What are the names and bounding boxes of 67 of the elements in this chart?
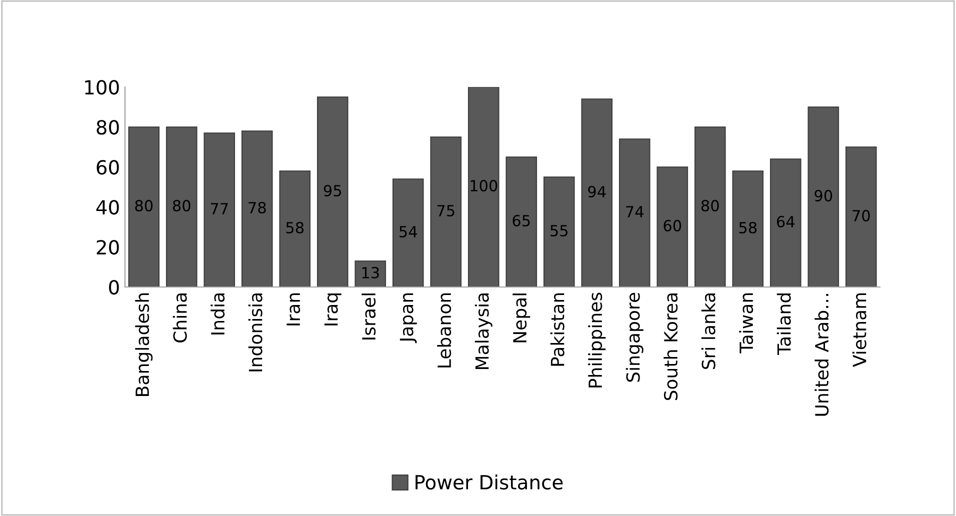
data-label: 75: [437, 205, 454, 216]
x-tick-label: South Korea: [664, 294, 678, 400]
bar: [732, 170, 764, 287]
bar: [845, 146, 877, 287]
x-tick-label: Philippines: [588, 292, 606, 388]
x-tick-label: Malaysia: [474, 294, 492, 369]
y-tick-label: 20: [96, 240, 119, 255]
x-tick-label: Vietnam: [852, 293, 866, 367]
x-tick-label: Iraq: [324, 294, 342, 326]
data-label: 60: [664, 220, 682, 232]
x-tick-label: Sri lanka: [701, 294, 716, 370]
data-label: 78: [248, 202, 266, 214]
bar: [770, 158, 802, 287]
x-tick-label: United Arab…: [814, 294, 829, 416]
data-label: 55: [550, 225, 568, 236]
bar: [808, 106, 840, 287]
x-tick-label: Japan: [400, 293, 417, 344]
bar: [506, 156, 538, 287]
x-tick-label: Taiwan: [739, 293, 754, 354]
bar: [543, 176, 575, 287]
data-label: 100: [470, 180, 498, 192]
data-label: 90: [814, 190, 832, 202]
bar: [279, 170, 311, 287]
data-label: 80: [172, 200, 190, 212]
y-tick-label: 100: [85, 80, 119, 95]
bar: [204, 132, 236, 287]
data-label: 80: [701, 200, 719, 212]
y-tick-label: 80: [96, 120, 119, 135]
data-label: 58: [739, 222, 757, 234]
x-tick-label: Pakistan: [550, 293, 564, 366]
bar: [354, 260, 386, 287]
data-label: 58: [286, 222, 304, 234]
y-tick-label: 40: [96, 200, 119, 215]
x-tick-label: Bangladesh: [135, 293, 153, 396]
x-tick-label: Tailand: [776, 294, 791, 356]
bar: [392, 178, 424, 287]
bar: [694, 126, 726, 287]
bar: [316, 96, 348, 287]
data-label: 64: [776, 216, 794, 228]
data-label: 77: [210, 203, 228, 214]
bar: [430, 136, 462, 287]
legend-label: Power Distance: [416, 474, 563, 490]
data-label: 74: [626, 206, 644, 218]
bar: [166, 126, 198, 287]
data-label: 94: [588, 186, 606, 198]
x-tick-label: India: [210, 294, 225, 334]
bar: [468, 87, 500, 287]
data-label: 54: [400, 226, 417, 238]
x-tick-label: Iran: [286, 293, 300, 326]
data-label: 80: [135, 200, 153, 212]
y-tick-label: 60: [96, 160, 119, 175]
x-tick-label: Israel: [362, 294, 376, 340]
data-label: 65: [512, 214, 530, 226]
x-tick-label: China: [172, 294, 187, 342]
bar: [581, 98, 613, 287]
bar: [241, 130, 273, 287]
data-label: 70: [852, 210, 870, 222]
data-label: 13: [362, 266, 379, 278]
data-label: 95: [324, 184, 342, 196]
x-tick-label: Nepal: [512, 294, 530, 342]
x-tick-label: Singapore: [626, 292, 644, 382]
bar: [656, 166, 688, 287]
x-tick-label: Lebanon: [437, 293, 452, 368]
bar: [128, 126, 160, 287]
y-tick-label: 0: [109, 280, 119, 295]
x-tick-label: Indonisia: [248, 294, 262, 372]
bar: [618, 138, 650, 287]
